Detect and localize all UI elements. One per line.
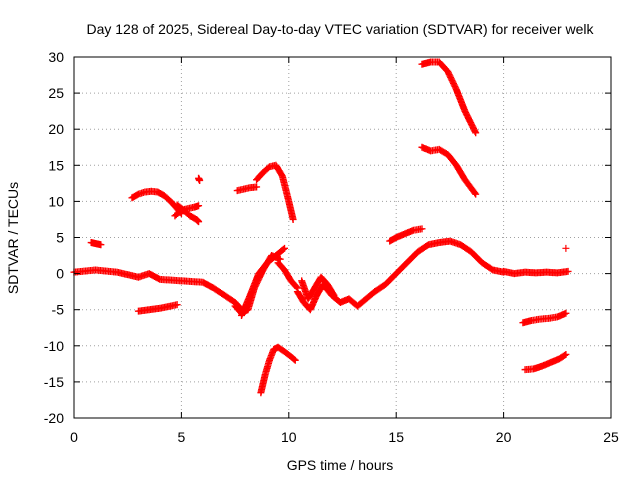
y-tick-label: 20: [48, 121, 64, 137]
y-tick-label: 15: [48, 157, 64, 173]
y-tick-label: 25: [48, 85, 64, 101]
data-points-trace: [87, 239, 105, 249]
data-points-trace: [173, 201, 203, 226]
data-points-trace: [418, 143, 480, 198]
data-series: [371, 237, 508, 296]
x-axis-title: GPS time / hours: [287, 457, 394, 473]
data-points-trace: [274, 259, 301, 292]
data-series: [253, 161, 297, 223]
data-series: [238, 244, 289, 319]
data-points-trace: [231, 252, 284, 317]
y-tick-label: -15: [44, 374, 64, 390]
data-series: [195, 174, 204, 184]
x-tick-label: 15: [388, 429, 404, 445]
data-points-trace: [195, 174, 204, 184]
x-tick-label: 0: [70, 429, 78, 445]
axis-ticks: 0 5 10 15 20 25 -20 -15 -10 -5 0 5 10 15 20 25 30: [44, 49, 619, 445]
data-series: [128, 187, 185, 218]
data-series: [274, 259, 301, 292]
data-series: [418, 58, 480, 137]
data-points-trace: [128, 187, 185, 218]
data-points-trace: [386, 225, 426, 245]
data-points-trace: [238, 244, 289, 319]
data-points-trace: [500, 267, 572, 278]
y-tick-label: 5: [56, 230, 64, 246]
y-tick-label: -20: [44, 410, 64, 426]
data-series: [500, 267, 572, 278]
data-series: [418, 143, 480, 198]
data-point: [562, 244, 570, 252]
data-points-trace: [371, 237, 508, 296]
data-series: [173, 201, 203, 226]
data-points-trace: [519, 309, 570, 327]
data-points-trace: [298, 273, 338, 303]
data-series: [87, 239, 105, 249]
data-series: [386, 225, 426, 245]
data-points-trace: [418, 58, 480, 137]
data-points-trace: [253, 161, 297, 223]
data-series: [298, 273, 338, 303]
data-series: [233, 183, 261, 195]
x-tick-label: 25: [603, 429, 619, 445]
x-tick-label: 5: [178, 429, 186, 445]
data-points-trace: [233, 183, 261, 195]
y-tick-label: -10: [44, 338, 64, 354]
data-series: [521, 350, 570, 374]
data-series: [562, 244, 570, 252]
data-series: [134, 301, 181, 315]
y-tick-label: 10: [48, 193, 64, 209]
y-tick-label: 0: [56, 266, 64, 282]
data-points-trace: [257, 343, 299, 397]
data-points-trace: [521, 350, 570, 374]
data-series: [257, 343, 299, 397]
chart-title: Day 128 of 2025, Sidereal Day-to-day VTE…: [86, 21, 594, 37]
x-tick-label: 20: [496, 429, 512, 445]
data-series: [231, 252, 284, 317]
data-points: [70, 58, 572, 397]
data-series: [519, 309, 570, 327]
data-points-trace: [134, 301, 181, 315]
y-tick-label: -5: [52, 302, 65, 318]
y-tick-label: 30: [48, 49, 64, 65]
x-tick-label: 10: [281, 429, 297, 445]
grid-lines: [74, 57, 611, 418]
y-axis-title: SDTVAR / TECUs: [5, 182, 21, 294]
